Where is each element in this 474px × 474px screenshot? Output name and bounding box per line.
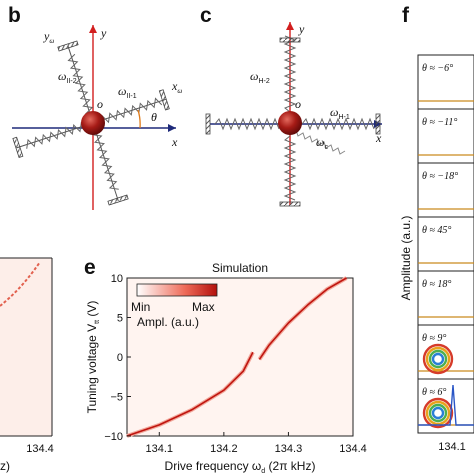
x-tick-label: 134.2 xyxy=(210,443,238,455)
panel-d-plot-area xyxy=(0,258,52,436)
panel-d-trace xyxy=(0,261,41,307)
rot-y-label: yω xyxy=(43,29,54,45)
spring-H-1-label: ωH-1 xyxy=(330,105,350,121)
spring-c xyxy=(295,129,346,155)
panel-e-label: e xyxy=(84,256,96,279)
y-arrow xyxy=(286,22,294,30)
x-tick-label: 134.4 xyxy=(339,443,367,455)
rotated-spring-x xyxy=(12,89,170,159)
spring-H-1 xyxy=(214,117,375,131)
colorbar xyxy=(136,283,218,297)
colorbar-min: Min xyxy=(131,300,150,314)
f-inset-ring-9 xyxy=(425,346,451,372)
f-row-frame xyxy=(417,270,474,326)
f-row-angle-label: θ ≈ −18° xyxy=(422,171,458,182)
panel-f: f θ ≈ −6°θ ≈ −11°θ ≈ −18°θ ≈ 45°θ ≈ 18°θ… xyxy=(399,4,474,453)
panel-b-label: b xyxy=(8,4,21,27)
origin-label: o xyxy=(97,97,103,111)
x-axis-label: x xyxy=(171,135,178,149)
series-1-line xyxy=(258,277,347,360)
panel-b: b x y θ xω yω ωII xyxy=(8,4,182,210)
rot-x-label: xω xyxy=(171,79,182,95)
f-inset-ring-6 xyxy=(422,397,454,429)
y-axis-label: y xyxy=(298,22,305,36)
y-tick-label: −10 xyxy=(104,431,123,443)
f-row-angle-label: θ ≈ −6° xyxy=(422,63,453,74)
panel-f-label: f xyxy=(402,4,410,27)
f-row-frame xyxy=(417,108,474,164)
x-axis-title: Drive frequency ωd (2π kHz) xyxy=(165,459,316,474)
origin-label: o xyxy=(295,97,301,111)
f-row-angle-label: θ ≈ 45° xyxy=(422,225,451,236)
spring-II-2-label: ωII-2 xyxy=(58,69,77,85)
f-inset-ring-9 xyxy=(431,352,445,366)
panel-d-partial: 134.4 z) xyxy=(0,257,54,473)
f-inset-ring-9 xyxy=(428,349,448,369)
f-row-angle-label: θ ≈ 9° xyxy=(422,333,446,344)
f-peak-line xyxy=(418,384,474,426)
x-tick-label: 134.1 xyxy=(146,443,174,455)
spring-H-2-label: ωH-2 xyxy=(250,69,270,85)
panel-c-label: c xyxy=(200,4,212,27)
wall-bottom xyxy=(279,201,301,207)
panel-f-xtick: 134.1 xyxy=(438,441,466,453)
angle-arc xyxy=(137,109,141,129)
chart-title: Simulation xyxy=(212,261,268,275)
f-inset-ring-6 xyxy=(431,406,445,420)
colorbar-label: Ampl. (a.u.) xyxy=(137,315,199,329)
f-row-angle-label: θ ≈ 6° xyxy=(422,387,446,398)
wall-right xyxy=(375,113,381,135)
f-inset-ring-9 xyxy=(422,343,454,375)
panel-d-tick: 134.4 xyxy=(26,443,54,455)
f-inset-ring-6 xyxy=(425,400,451,426)
y-tick-label: −5 xyxy=(110,392,123,404)
series-group xyxy=(126,276,348,438)
x-arrow xyxy=(168,124,176,132)
spring-c-label: ωc xyxy=(316,135,328,151)
f-row-angle-label: θ ≈ 18° xyxy=(422,279,451,290)
angle-label: θ xyxy=(151,110,157,124)
wall-top xyxy=(279,37,301,43)
panel-c: c x y ωH-1 ωH-2 ωc o xyxy=(200,4,382,207)
panel-d-xlabel-fragment: z) xyxy=(0,459,10,473)
y-tick-label: 0 xyxy=(117,352,123,364)
spring-II-1-label: ωII-1 xyxy=(118,84,137,100)
y-arrow xyxy=(89,25,97,33)
panel-e: e Simulation 134.1 134.2 134.3 134.4 −10 −5 0… xyxy=(84,256,367,474)
wall-left xyxy=(205,113,211,135)
x-ticks: 134.1 134.2 134.3 134.4 xyxy=(146,432,367,455)
f-row-angle-label: θ ≈ −11° xyxy=(422,117,457,128)
spring-H-2 xyxy=(283,35,297,201)
f-inset-ring-6 xyxy=(428,403,448,423)
panel-f-ylabel: Amplitude (a.u.) xyxy=(399,216,413,301)
colorbar-max: Max xyxy=(192,300,215,314)
y-tick-label: 5 xyxy=(117,313,123,325)
x-axis-label: x xyxy=(375,131,382,145)
x-tick-label: 134.3 xyxy=(275,443,303,455)
y-axis-title: Tuning voltage Vtt (V) xyxy=(85,301,101,414)
rotated-spring-y xyxy=(57,40,129,206)
y-axis-label: y xyxy=(100,26,107,40)
mass-ball xyxy=(278,111,302,135)
f-row-frame xyxy=(417,216,474,272)
y-ticks: −10 −5 0 5 10 xyxy=(104,273,131,443)
y-tick-label: 10 xyxy=(111,273,123,285)
series-0-line xyxy=(126,351,254,437)
mass-ball xyxy=(81,111,105,135)
plot-area xyxy=(126,277,354,437)
panel-f-rows: θ ≈ −6° θ ≈ −11° θ ≈ −18° θ ≈ 45° θ ≈ 18° θ ≈… xyxy=(417,54,474,434)
